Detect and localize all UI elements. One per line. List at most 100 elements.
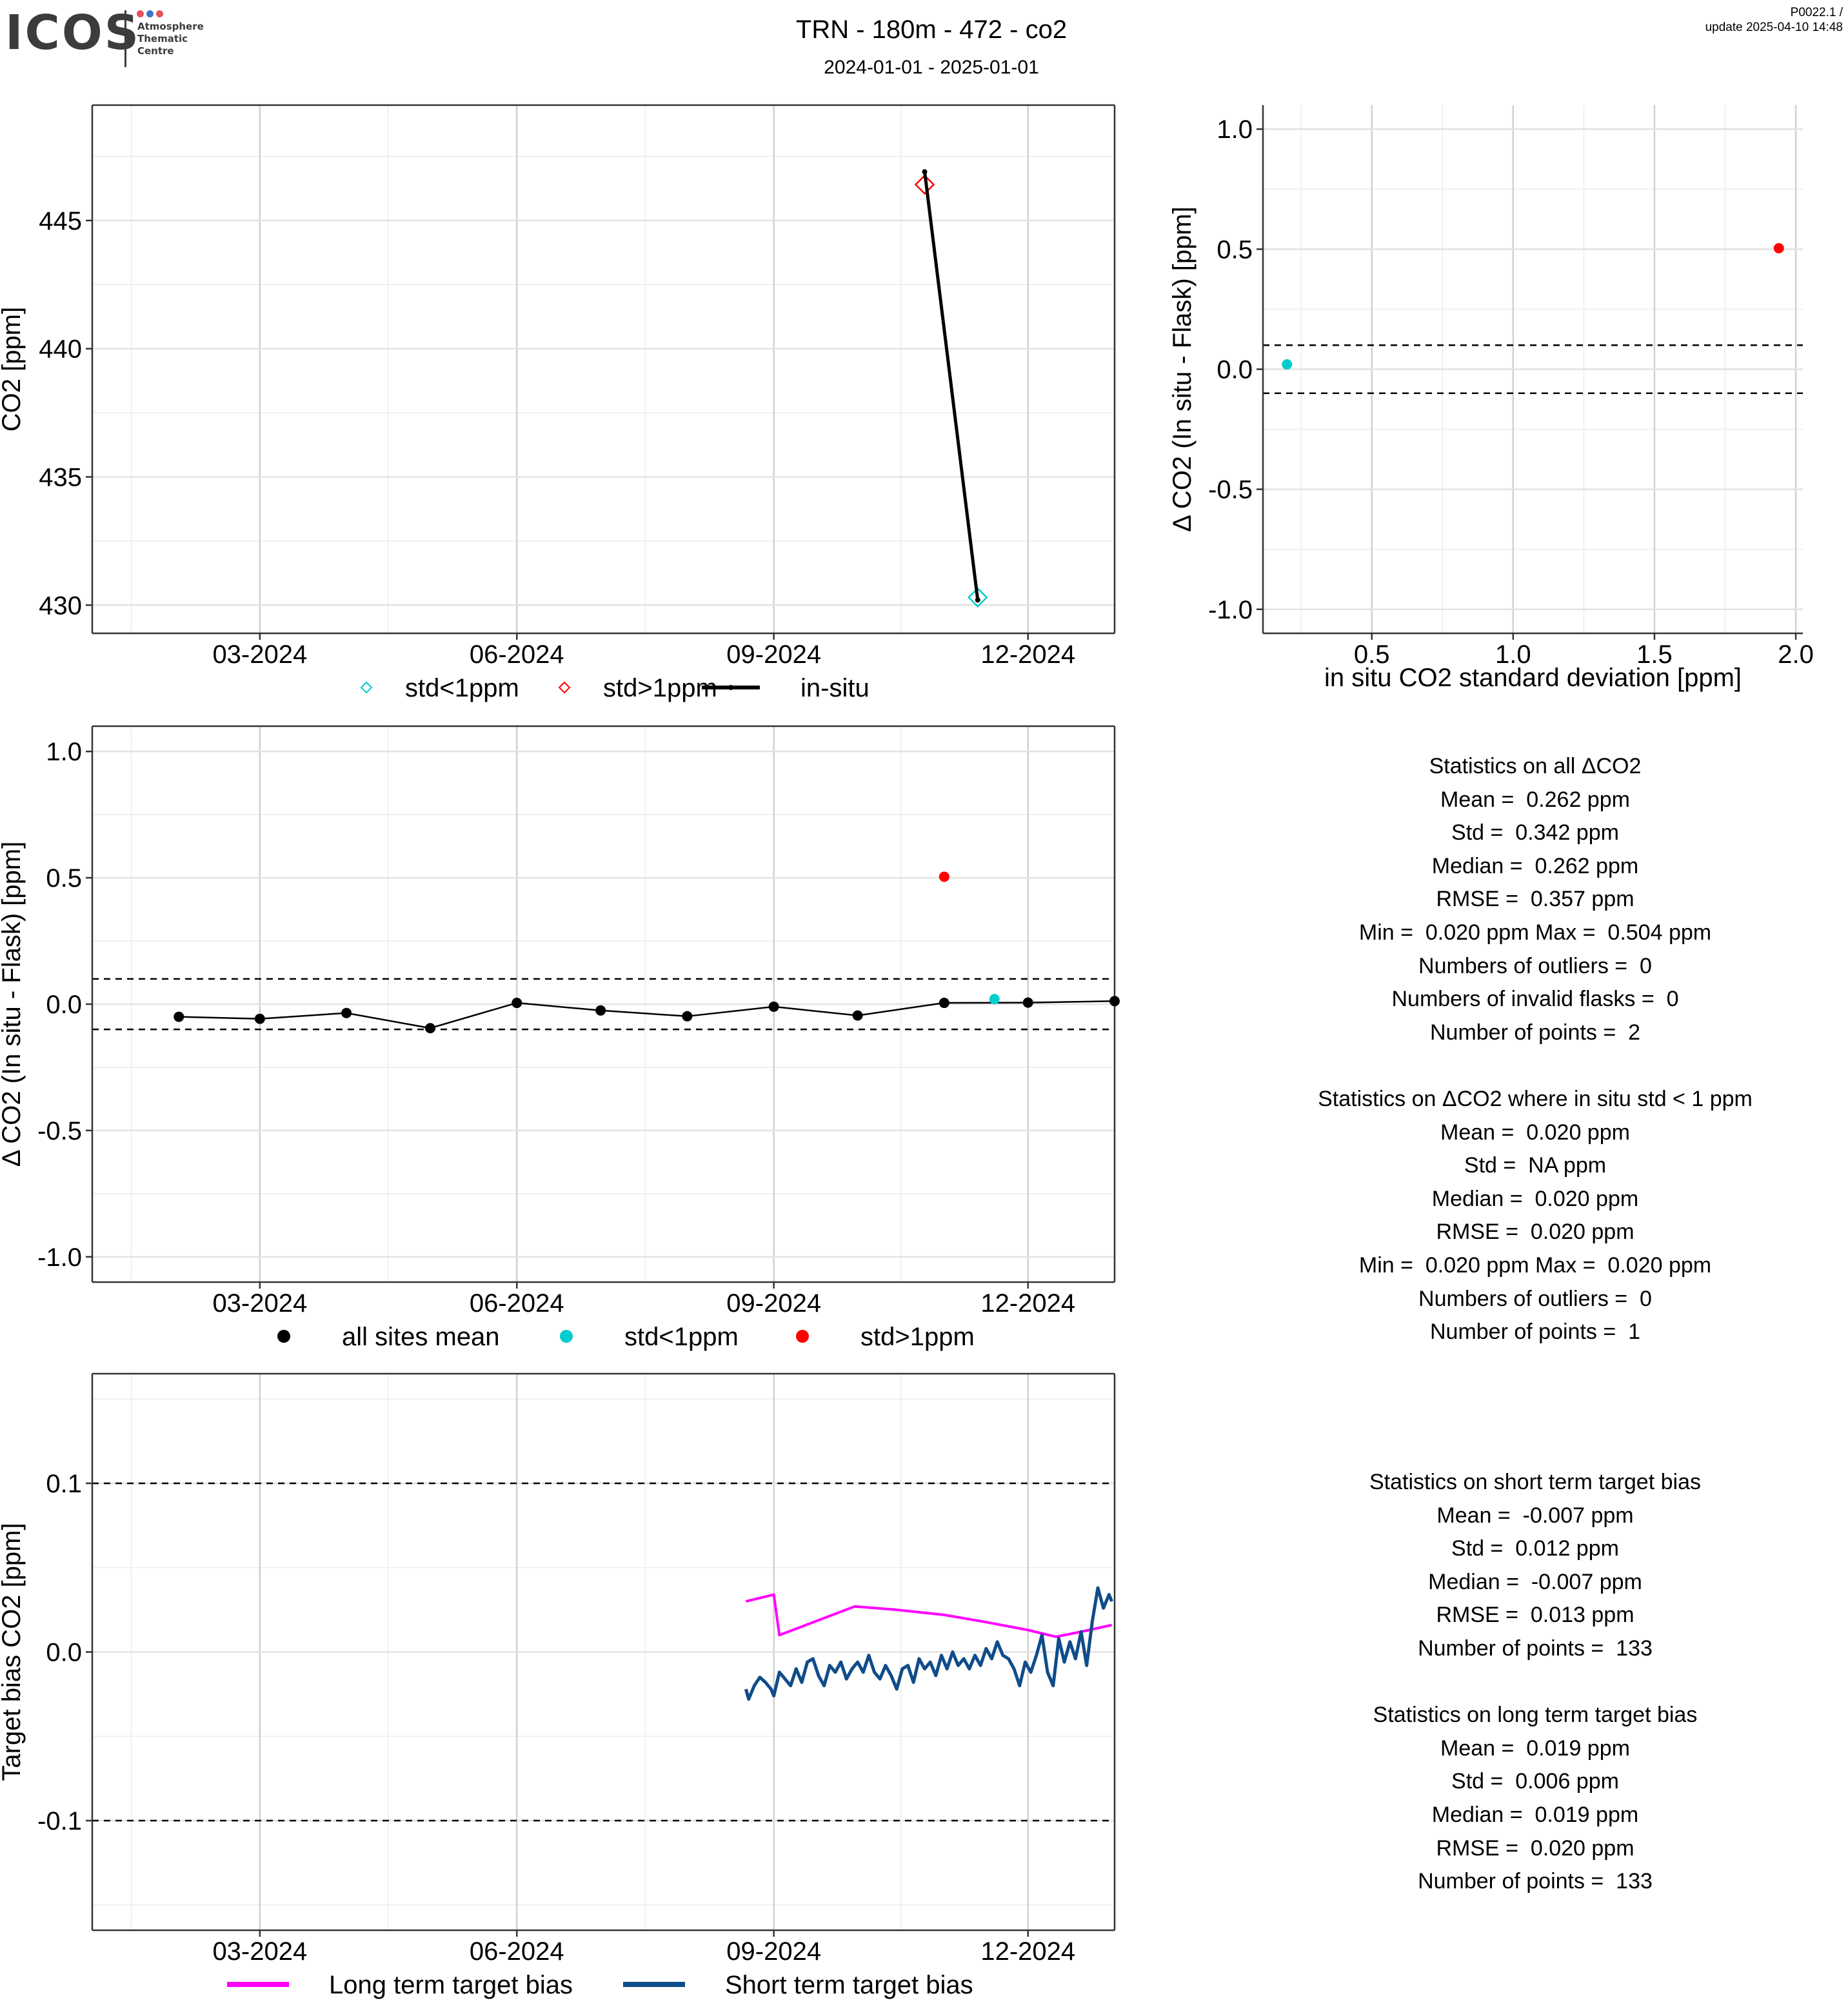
x-tick-label: 12-2024	[980, 640, 1075, 669]
y-tick-label: 0.5	[1217, 235, 1253, 264]
y-tick-label: 430	[39, 591, 82, 620]
stats-line: Numbers of outliers = 0	[1418, 953, 1652, 978]
icos-logo: ICOS	[5, 5, 141, 61]
stats-line: Number of points = 1	[1429, 1320, 1640, 1345]
series-line	[744, 1586, 1113, 1701]
x-tick-label: 03-2024	[212, 640, 307, 669]
y-tick-label: 0.1	[46, 1470, 82, 1498]
stats-line: Min = 0.020 ppm Max = 0.504 ppm	[1358, 920, 1712, 945]
x-tick-label: 12-2024	[980, 1289, 1075, 1318]
y-axis-label: Δ CO2 (In situ - Flask) [ppm]	[0, 842, 26, 1167]
chart-target_bias: 03-2024 06-2024 09-2024 12-2024 -0.1 0.0 0.1 Ta…	[0, 1372, 1116, 1999]
stats-line: Statistics on all ΔCO2	[1429, 754, 1642, 778]
page-title: TRN - 180m - 472 - co2	[795, 15, 1068, 44]
y-tick-label: -0.1	[37, 1807, 82, 1835]
data-point	[1022, 997, 1033, 1008]
page-subtitle: 2024-01-01 - 2025-01-01	[824, 57, 1039, 78]
stats-line: Median = 0.020 ppm	[1431, 1186, 1639, 1211]
x-tick-label: 06-2024	[470, 1937, 564, 1966]
legend-key	[360, 681, 373, 694]
legend-key	[558, 681, 571, 694]
y-tick-label: 440	[39, 335, 82, 364]
legend-label: std>1ppm	[860, 1323, 975, 1351]
y-axis-label: Δ CO2 (In situ - Flask) [ppm]	[1168, 206, 1197, 532]
stats-line: RMSE = 0.020 ppm	[1436, 1220, 1634, 1245]
stats-line: Median = 0.262 ppm	[1431, 853, 1639, 878]
y-tick-label: -0.5	[1208, 476, 1253, 504]
data-point	[341, 1007, 352, 1018]
legend-key	[277, 1330, 290, 1343]
update-timestamp: update 2025-04-10 14:48	[1705, 21, 1843, 34]
y-tick-label: 1.0	[1217, 115, 1253, 144]
stats-line: Mean = -0.007 ppm	[1436, 1503, 1634, 1528]
stats-line: Number of points = 133	[1418, 1636, 1653, 1661]
data-point	[682, 1011, 693, 1022]
y-tick-label: 0.5	[46, 864, 82, 893]
legend: all sites mean std<1ppm std>1ppm	[277, 1323, 975, 1351]
stats-line: RMSE = 0.020 ppm	[1436, 1835, 1634, 1861]
y-tick-label: 1.0	[46, 738, 82, 766]
stats-line: RMSE = 0.013 ppm	[1436, 1603, 1634, 1628]
data-point	[595, 1005, 606, 1016]
y-axis-label: CO2 [ppm]	[0, 307, 26, 431]
stats-line: Statistics on short term target bias	[1369, 1470, 1701, 1494]
legend-label: all sites mean	[342, 1323, 500, 1351]
y-tick-label: -1.0	[1208, 596, 1253, 624]
stats-line: Mean = 0.020 ppm	[1440, 1120, 1630, 1145]
legend-label: std<1ppm	[624, 1323, 739, 1351]
data-point	[425, 1023, 436, 1034]
stats-line: Std = NA ppm	[1464, 1153, 1607, 1178]
stats-line: Std = 0.006 ppm	[1451, 1769, 1619, 1794]
legend-label: std>1ppm	[603, 674, 717, 702]
chart-delta_timeseries: 03-2024 06-2024 09-2024 12-2024 -1.0 -0.5 0.0 0…	[0, 725, 1120, 1351]
chart-scatter_std: 0.5 1.0 1.5 2.0 -1.0 -0.5 0.0 0.5 1.0 Δ CO2 (In s…	[1168, 105, 1814, 692]
data-point	[939, 871, 949, 882]
series-line	[179, 1000, 1115, 1029]
stats-line	[1238, 1666, 1832, 1699]
logo-sub-line: Thematic	[137, 33, 188, 44]
stats-line: Median = 0.019 ppm	[1431, 1802, 1639, 1827]
y-tick-label: 435	[39, 463, 82, 491]
data-point	[989, 994, 1000, 1005]
version-info: P0022.1 / update 2025-04-10 14:48	[1705, 5, 1843, 35]
x-tick-label: 1.5	[1636, 640, 1673, 669]
logo-sub-line: Atmosphere	[137, 21, 204, 32]
stats-all-panel: Statistics on all ΔCO2 Mean = 0.262 ppm St…	[1238, 750, 1832, 1349]
stats-line: Std = 0.012 ppm	[1451, 1536, 1619, 1561]
data-point	[852, 1010, 863, 1021]
data-point	[939, 998, 949, 1009]
version-label: P0022.1 /	[1790, 6, 1843, 19]
logo-sub-line: Centre	[137, 45, 174, 57]
stats-line: RMSE = 0.357 ppm	[1436, 887, 1634, 912]
y-axis-label: Target bias CO2 [ppm]	[0, 1523, 26, 1781]
data-point	[174, 1011, 184, 1022]
legend-key	[728, 685, 733, 690]
legend-label: Short term target bias	[725, 1971, 973, 1999]
x-tick-label: 0.5	[1354, 640, 1390, 669]
x-tick-label: 1.0	[1495, 640, 1531, 669]
y-tick-label: 0.0	[1217, 356, 1253, 384]
stats-line: Statistics on long term target bias	[1373, 1703, 1698, 1728]
legend-label: std<1ppm	[405, 674, 519, 702]
stats-line: Mean = 0.262 ppm	[1440, 787, 1630, 812]
x-tick-label: 03-2024	[212, 1937, 307, 1966]
data-point	[254, 1013, 265, 1024]
y-tick-label: 445	[39, 207, 82, 235]
logo-separator	[124, 10, 126, 67]
x-axis-label: in situ CO2 standard deviation [ppm]	[1324, 664, 1742, 692]
legend-key	[560, 1330, 573, 1343]
x-tick-label: 06-2024	[470, 1289, 564, 1318]
logo-dots-icon	[137, 9, 166, 21]
data-point	[914, 174, 935, 195]
legend: Long term target bias Short term target b…	[227, 1971, 973, 1999]
legend: std<1ppm std>1ppm in-situ	[360, 674, 869, 702]
stats-line: Mean = 0.019 ppm	[1440, 1735, 1630, 1761]
data-point	[1773, 242, 1784, 253]
data-point	[1282, 359, 1293, 370]
legend-key	[796, 1330, 809, 1343]
x-tick-label: 2.0	[1778, 640, 1814, 669]
data-point	[922, 169, 928, 175]
y-tick-label: -0.5	[37, 1117, 82, 1145]
x-tick-label: 09-2024	[726, 1289, 821, 1318]
